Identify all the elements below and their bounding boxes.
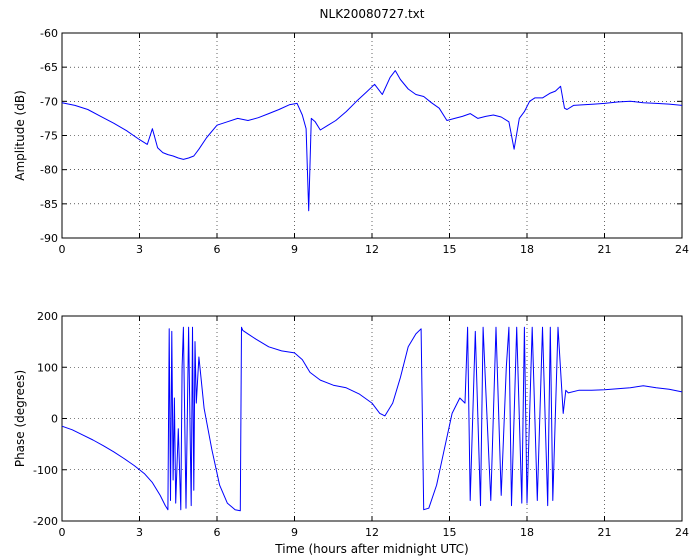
amplitude-y-tick-label: -60 — [40, 27, 58, 40]
amplitude-x-tick-label: 0 — [59, 243, 66, 256]
phase-y-tick-label: 0 — [51, 413, 58, 426]
amplitude-x-tick-label: 18 — [520, 243, 534, 256]
phase-x-tick-label: 21 — [598, 526, 612, 539]
phase-series — [61, 326, 683, 512]
phase-x-tick-label: 12 — [365, 526, 379, 539]
amplitude-ticks: 0 3 6 9 12 15 18 21 24 -90 -85 -80 -75 -70 -65 -60 — [40, 27, 689, 256]
phase-ticks: 0 3 6 9 12 15 18 21 24 -200 -100 0 100 200 — [33, 310, 689, 539]
phase-x-tick-label: 0 — [59, 526, 66, 539]
phase-y-tick-label: -100 — [33, 464, 58, 477]
phase-x-tick-label: 3 — [136, 526, 143, 539]
phase-y-tick-label: 100 — [37, 361, 58, 374]
phase-x-axis-label: Time (hours after midnight UTC) — [274, 542, 468, 556]
amplitude-x-tick-label: 3 — [136, 243, 143, 256]
amplitude-x-tick-label: 21 — [598, 243, 612, 256]
amplitude-y-tick-label: -90 — [40, 232, 58, 245]
amplitude-x-tick-label: 9 — [291, 243, 298, 256]
phase-series-line — [61, 326, 683, 512]
amplitude-x-tick-label: 12 — [365, 243, 379, 256]
phase-grid — [62, 316, 682, 521]
amplitude-x-tick-label: 6 — [214, 243, 221, 256]
amplitude-x-tick-label: 15 — [443, 243, 457, 256]
phase-plot: 0 3 6 9 12 15 18 21 24 -200 -100 0 100 200 Phase (deg… — [13, 310, 689, 556]
phase-x-tick-label: 15 — [443, 526, 457, 539]
phase-x-tick-label: 24 — [675, 526, 689, 539]
amplitude-y-tick-label: -85 — [40, 198, 58, 211]
amplitude-y-tick-label: -80 — [40, 164, 58, 177]
amplitude-x-tick-label: 24 — [675, 243, 689, 256]
amplitude-series-line — [61, 70, 683, 212]
phase-y-tick-label: -200 — [33, 515, 58, 528]
amplitude-plot: 0 3 6 9 12 15 18 21 24 -90 -85 -80 -75 -70 -65 -60 Ampl… — [13, 27, 689, 256]
chart-title: NLK20080727.txt — [320, 7, 425, 21]
amplitude-series — [61, 70, 683, 212]
phase-x-tick-label: 18 — [520, 526, 534, 539]
phase-x-tick-label: 9 — [291, 526, 298, 539]
phase-y-tick-label: 200 — [37, 310, 58, 323]
amplitude-grid — [62, 33, 682, 238]
phase-x-tick-label: 6 — [214, 526, 221, 539]
amplitude-y-tick-label: -65 — [40, 61, 58, 74]
phase-y-axis-label: Phase (degrees) — [13, 370, 27, 467]
amplitude-y-tick-label: -75 — [40, 130, 58, 143]
amplitude-y-tick-label: -70 — [40, 95, 58, 108]
amplitude-y-axis-label: Amplitude (dB) — [13, 90, 27, 181]
